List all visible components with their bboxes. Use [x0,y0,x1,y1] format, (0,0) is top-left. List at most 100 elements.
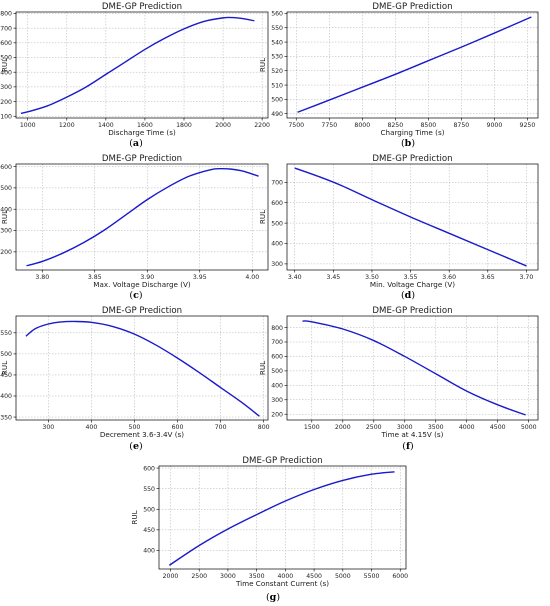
x-axis-label: Time Constant Current (s) [235,579,329,588]
x-tick-label: 2500 [366,424,382,431]
y-tick-label: 300 [271,397,283,404]
y-tick-label: 400 [0,393,12,400]
chart-panel-c: 3.80 3.85 3.90 3.95 4.00 200 300 400 500 600 DME-G… [0,154,269,301]
chart-title: DME-GP Prediction [102,306,182,316]
y-tick-label: 500 [271,97,283,104]
x-tick-label: 8250 [387,122,403,129]
plot-frame [15,315,269,421]
x-tick-label: 3.80 [35,274,49,281]
x-tick-label: 5000 [335,573,351,580]
chart-panel-d: 3.40 3.45 3.50 3.55 3.60 3.65 3.70 300 400 500 600… [258,154,539,301]
panel-label: (e) [129,441,142,452]
y-tick-label: 700 [0,25,12,32]
y-tick-label: 700 [271,339,283,346]
y-tick-label: 500 [271,220,283,227]
x-tick-label: 500 [129,424,141,431]
y-tick-label: 400 [143,548,155,555]
x-tick-label: 1200 [59,122,75,129]
x-tick-label: 9250 [520,122,536,129]
x-tick-label: 2000 [163,573,179,580]
y-tick-label: 600 [271,354,283,361]
y-tick-label: 530 [271,54,283,61]
x-tick-label: 3.70 [520,274,534,281]
y-tick-label: 600 [271,200,283,207]
y-tick-label: 600 [143,465,155,472]
y-tick-label: 550 [271,25,283,32]
panel-label: (g) [266,592,280,603]
plot-frame [286,163,539,271]
x-tick-label: 9000 [487,122,503,129]
x-axis-label: Time at 4.15V (s) [381,430,444,439]
y-tick-label: 400 [0,206,12,213]
x-tick-label: 3500 [428,424,444,431]
x-axis-label: Decrement 3.6-3.4V (s) [100,430,184,439]
x-tick-label: 8000 [354,122,370,129]
y-tick-label: 500 [0,55,12,62]
chart-title: DME-GP Prediction [102,154,182,164]
x-axis-label: Max. Voltage Discharge (V) [93,280,191,289]
x-tick-label: 4000 [459,424,475,431]
x-tick-label: 3.60 [442,274,456,281]
y-tick-label: 300 [271,261,283,268]
y-tick-label: 500 [143,506,155,513]
chart-panel-e: 300 400 500 600 700 800 350 400 450 500 550 DME-GP … [0,306,270,452]
x-tick-label: 4500 [306,573,322,580]
plot-frame [286,11,539,119]
y-tick-label: 500 [271,368,283,375]
chart-panel-b: 7500 7750 8000 8250 8500 8750 9000 9250 490 500 51… [258,2,539,149]
y-tick-label: 300 [0,228,12,235]
x-tick-label: 3000 [397,424,413,431]
plot-frame [158,465,407,570]
y-axis-label: RUL [258,361,267,375]
y-axis-label: RUL [258,210,267,224]
y-tick-label: 350 [0,414,12,421]
x-tick-label: 3000 [220,573,236,580]
x-tick-label: 5000 [521,424,537,431]
y-axis-label: RUL [258,58,267,72]
x-tick-label: 600 [172,424,184,431]
y-tick-label: 550 [143,486,155,493]
x-tick-label: 8750 [454,122,470,129]
x-tick-label: 3.55 [404,274,418,281]
plot-frame [15,11,269,119]
prediction-curve [25,320,260,417]
x-axis-label: Min. Voltage Charge (V) [370,280,455,289]
x-tick-label: 2000 [335,424,351,431]
y-axis-label: RUL [0,361,9,375]
x-tick-label: 6000 [392,573,408,580]
prediction-curve [20,16,255,114]
chart-panel-g: 2000 2500 3000 3500 4000 4500 5000 5500 6000 400 4… [130,456,408,603]
y-tick-label: 550 [0,330,12,337]
prediction-curve [294,167,527,267]
y-tick-label: 520 [271,68,283,75]
x-tick-label: 2000 [215,122,231,129]
x-tick-label: 7500 [288,122,304,129]
y-tick-label: 200 [271,411,283,418]
x-tick-label: 300 [42,424,54,431]
x-tick-label: 3.45 [326,274,340,281]
y-tick-label: 450 [0,372,12,379]
chart-title: DME-GP Prediction [102,2,182,12]
x-tick-label: 4.00 [245,274,259,281]
y-tick-label: 400 [271,241,283,248]
plot-frame [286,315,539,421]
x-tick-label: 2200 [254,122,270,129]
chart-title: DME-GP Prediction [242,456,322,466]
x-tick-label: 3500 [249,573,265,580]
x-tick-label: 3.95 [193,274,207,281]
panel-label: (c) [129,290,142,301]
y-tick-label: 800 [271,325,283,332]
y-tick-label: 100 [0,113,12,120]
x-axis-label: Charging Time (s) [381,128,445,137]
panel-label: (a) [129,138,143,149]
prediction-curve [297,16,532,113]
plot-frame [15,163,269,271]
y-tick-label: 450 [143,527,155,534]
x-tick-label: 4500 [490,424,506,431]
chart-title: DME-GP Prediction [372,154,452,164]
x-tick-label: 1400 [98,122,114,129]
x-tick-label: 700 [215,424,227,431]
y-tick-label: 200 [0,249,12,256]
y-tick-label: 800 [0,11,12,18]
